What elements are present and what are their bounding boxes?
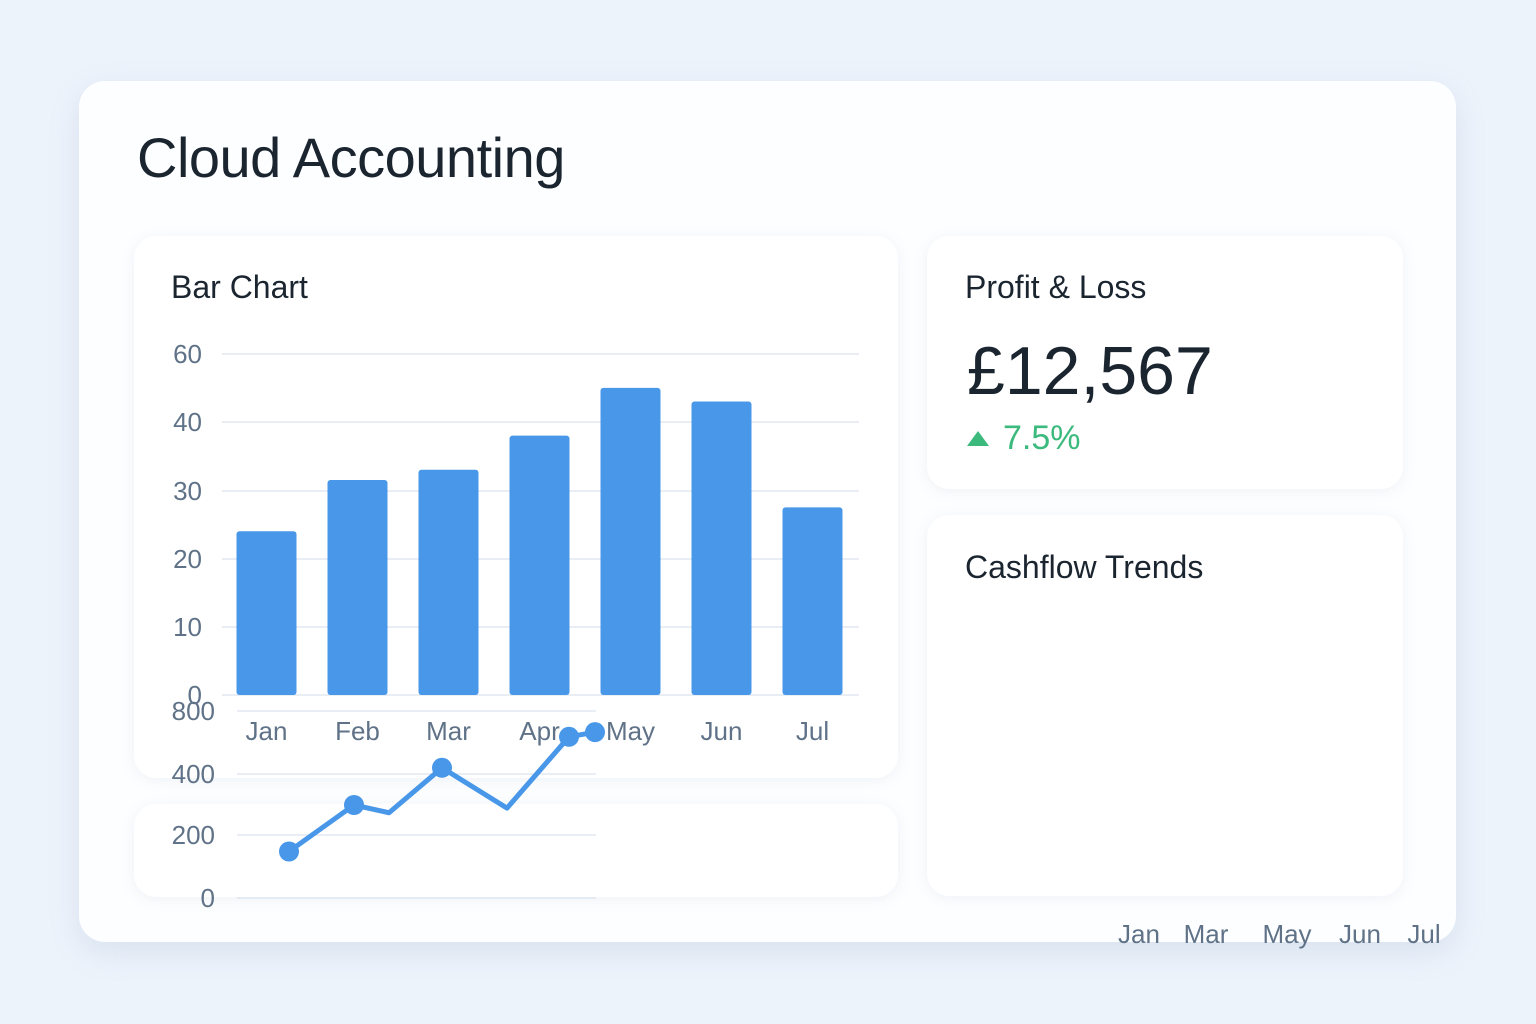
bar-x-tick-label: Mar	[426, 716, 471, 746]
cashflow-y-tick-label: 800	[172, 696, 215, 726]
cashflow-x-tick-label: Jul	[1407, 919, 1440, 949]
cashflow-x-tick-label: Jun	[1339, 919, 1381, 949]
bar-x-tick-label: Jan	[246, 716, 288, 746]
cashflow-title: Cashflow Trends	[965, 549, 1204, 585]
empty-card	[134, 804, 898, 897]
bar-y-tick-label: 10	[173, 612, 202, 642]
bar-x-tick-label: Apr	[519, 716, 560, 746]
cashflow-x-tick-label: Jan	[1118, 919, 1160, 949]
profit-loss-amount: £12,567	[967, 333, 1213, 409]
triangle-up-icon	[967, 431, 989, 446]
bar-y-tick-label: 30	[173, 476, 202, 506]
bar	[600, 387, 661, 695]
bar-y-tick-label: 60	[173, 339, 202, 369]
profit-loss-change: 7.5%	[967, 419, 1081, 458]
bar-y-tick-label: 0	[188, 680, 202, 710]
cashflow-point	[432, 757, 452, 778]
bar-chart-card: Bar Chart 0 10 20 30 40 60 Jan Feb Mar Apr May Jun J…	[134, 236, 898, 778]
cashflow-x-tick-label: May	[1262, 919, 1311, 949]
profit-loss-change-value: 7.5%	[1003, 419, 1081, 457]
cashflow-card: Cashflow Trends 0 200 400 800 Jan Mar May Jun Ju…	[172, 515, 1441, 949]
bar	[418, 469, 479, 695]
bar-x-tick-label: Jul	[796, 716, 829, 746]
bar-y-tick-label: 40	[173, 407, 202, 437]
cashflow-y-tick-label: 0	[201, 883, 215, 913]
cashflow-point	[585, 722, 605, 743]
cashflow-point	[279, 841, 299, 862]
cashflow-x-tick-label: Mar	[1184, 919, 1229, 949]
bar-x-tick-label: May	[606, 716, 655, 746]
bar	[691, 401, 752, 695]
profit-loss-card: Profit & Loss £12,567 7.5%	[927, 236, 1403, 489]
cashflow-y-tick-label: 200	[172, 820, 215, 850]
bar	[509, 435, 570, 695]
cashflow-point	[344, 795, 364, 815]
dashboard-window: Cloud Accounting Bar Chart 0 10 20 30 40 60 Ja…	[79, 81, 1456, 949]
bar-chart: 0 10 20 30 40 60 Jan Feb Mar Apr May Jun Jul	[173, 339, 859, 746]
bar-y-tick-label: 20	[173, 544, 202, 574]
cashflow-point	[559, 726, 579, 747]
bar-chart-title: Bar Chart	[171, 269, 308, 305]
cashflow-line-chart: 0 200 400 800 Jan Mar May Jun Jul	[172, 696, 1441, 949]
profit-loss-title: Profit & Loss	[965, 269, 1147, 305]
bar-x-tick-label: Jun	[701, 716, 743, 746]
bar	[327, 480, 388, 695]
bar	[236, 531, 297, 695]
bar	[782, 507, 843, 695]
app-title: Cloud Accounting	[137, 126, 565, 189]
cashflow-y-tick-label: 400	[172, 759, 215, 789]
bar-x-tick-label: Feb	[335, 716, 380, 746]
